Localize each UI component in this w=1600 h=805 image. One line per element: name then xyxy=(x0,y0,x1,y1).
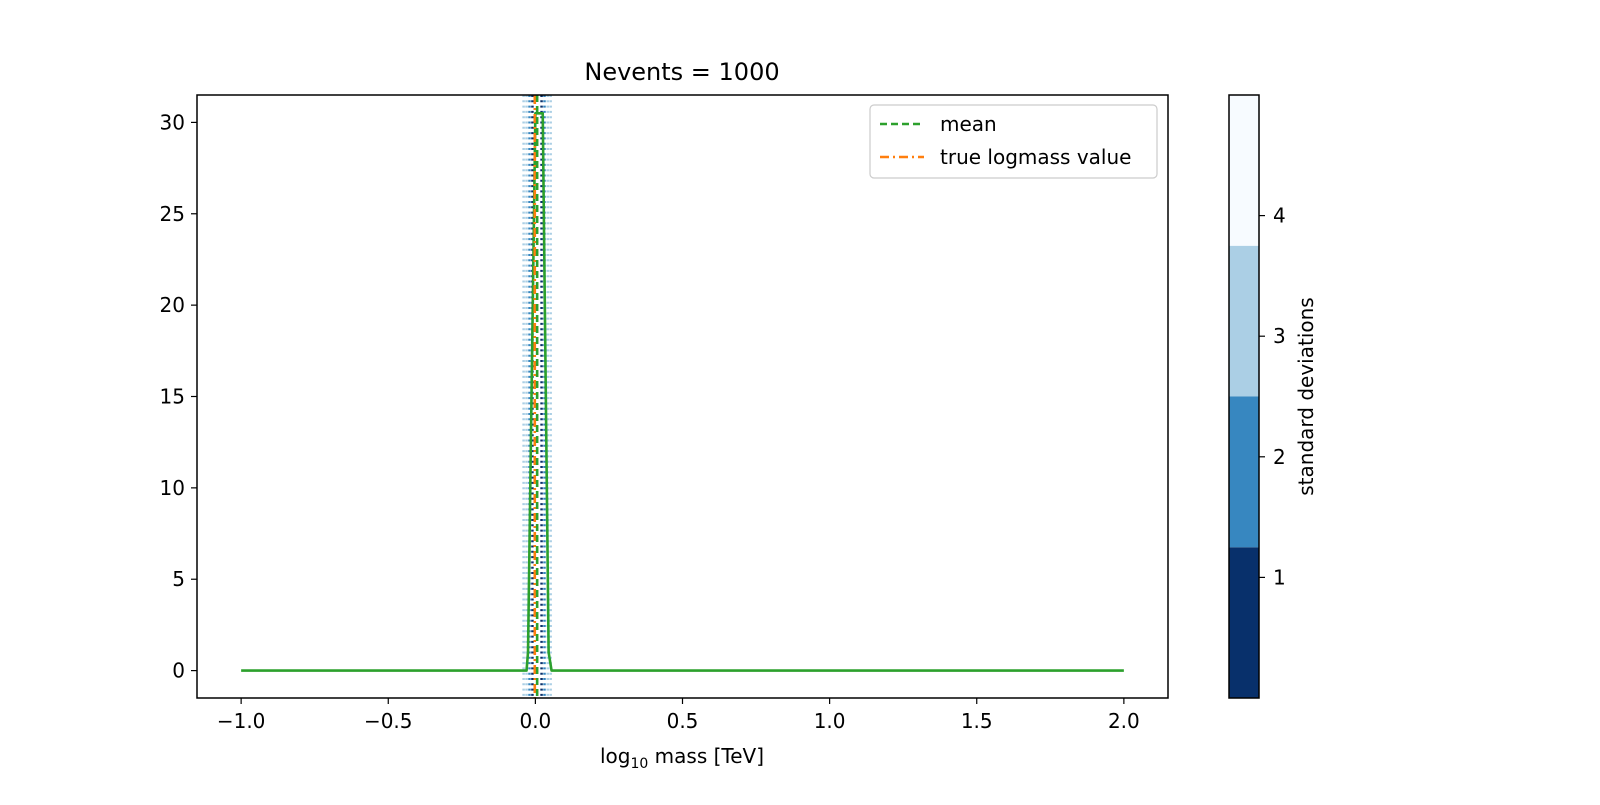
series-line-0 xyxy=(241,111,1124,672)
y-tick-label-6: 30 xyxy=(160,110,185,134)
legend-label-1: true logmass value xyxy=(940,145,1131,169)
colorbar-band-0 xyxy=(1229,547,1259,698)
y-tick-label-2: 10 xyxy=(160,476,185,500)
colorbar-band-2 xyxy=(1229,245,1259,397)
chart-title: Nevents = 1000 xyxy=(584,58,779,86)
y-tick-label-0: 0 xyxy=(172,659,185,683)
colorbar-band-1 xyxy=(1229,396,1259,548)
colorbar-label: standard deviations xyxy=(1294,297,1318,495)
x-tick-label-6: 2.0 xyxy=(1108,709,1140,733)
colorbar-band-3 xyxy=(1229,95,1259,246)
plot-background xyxy=(197,95,1168,698)
x-axis-label-subscript: 10 xyxy=(630,756,648,772)
colorbar: 1 2 3 4 standard deviations xyxy=(1228,94,1318,699)
plot-area: −1.0 −0.5 0.0 0.5 1.0 1.5 2.0 0 5 10 15 20 25 30 xyxy=(160,94,1169,733)
legend-label-0: mean xyxy=(940,112,997,136)
x-tick-label-4: 1.0 xyxy=(814,709,846,733)
colorbar-tick-label-3: 4 xyxy=(1273,204,1286,228)
x-tick-label-1: −0.5 xyxy=(364,709,413,733)
x-axis-label: log10 mass [TeV] xyxy=(600,744,764,772)
colorbar-tick-label-2: 3 xyxy=(1273,324,1286,348)
y-tick-label-4: 20 xyxy=(160,293,185,317)
x-axis-label-prefix: log xyxy=(600,744,631,768)
colorbar-tick-label-1: 2 xyxy=(1273,445,1286,469)
y-tick-label-3: 15 xyxy=(160,385,185,409)
x-tick-label-2: 0.0 xyxy=(519,709,551,733)
y-tick-label-1: 5 xyxy=(172,567,185,591)
y-tick-label-5: 25 xyxy=(160,202,185,226)
x-axis-label-suffix: mass [TeV] xyxy=(648,744,764,768)
x-tick-label-5: 1.5 xyxy=(961,709,993,733)
x-tick-label-3: 0.5 xyxy=(667,709,699,733)
colorbar-tick-label-0: 1 xyxy=(1273,565,1286,589)
colorbar-frame xyxy=(1228,94,1260,699)
x-tick-label-0: −1.0 xyxy=(217,709,266,733)
legend: mean true logmass value xyxy=(869,104,1158,179)
legend-box xyxy=(869,104,1158,179)
